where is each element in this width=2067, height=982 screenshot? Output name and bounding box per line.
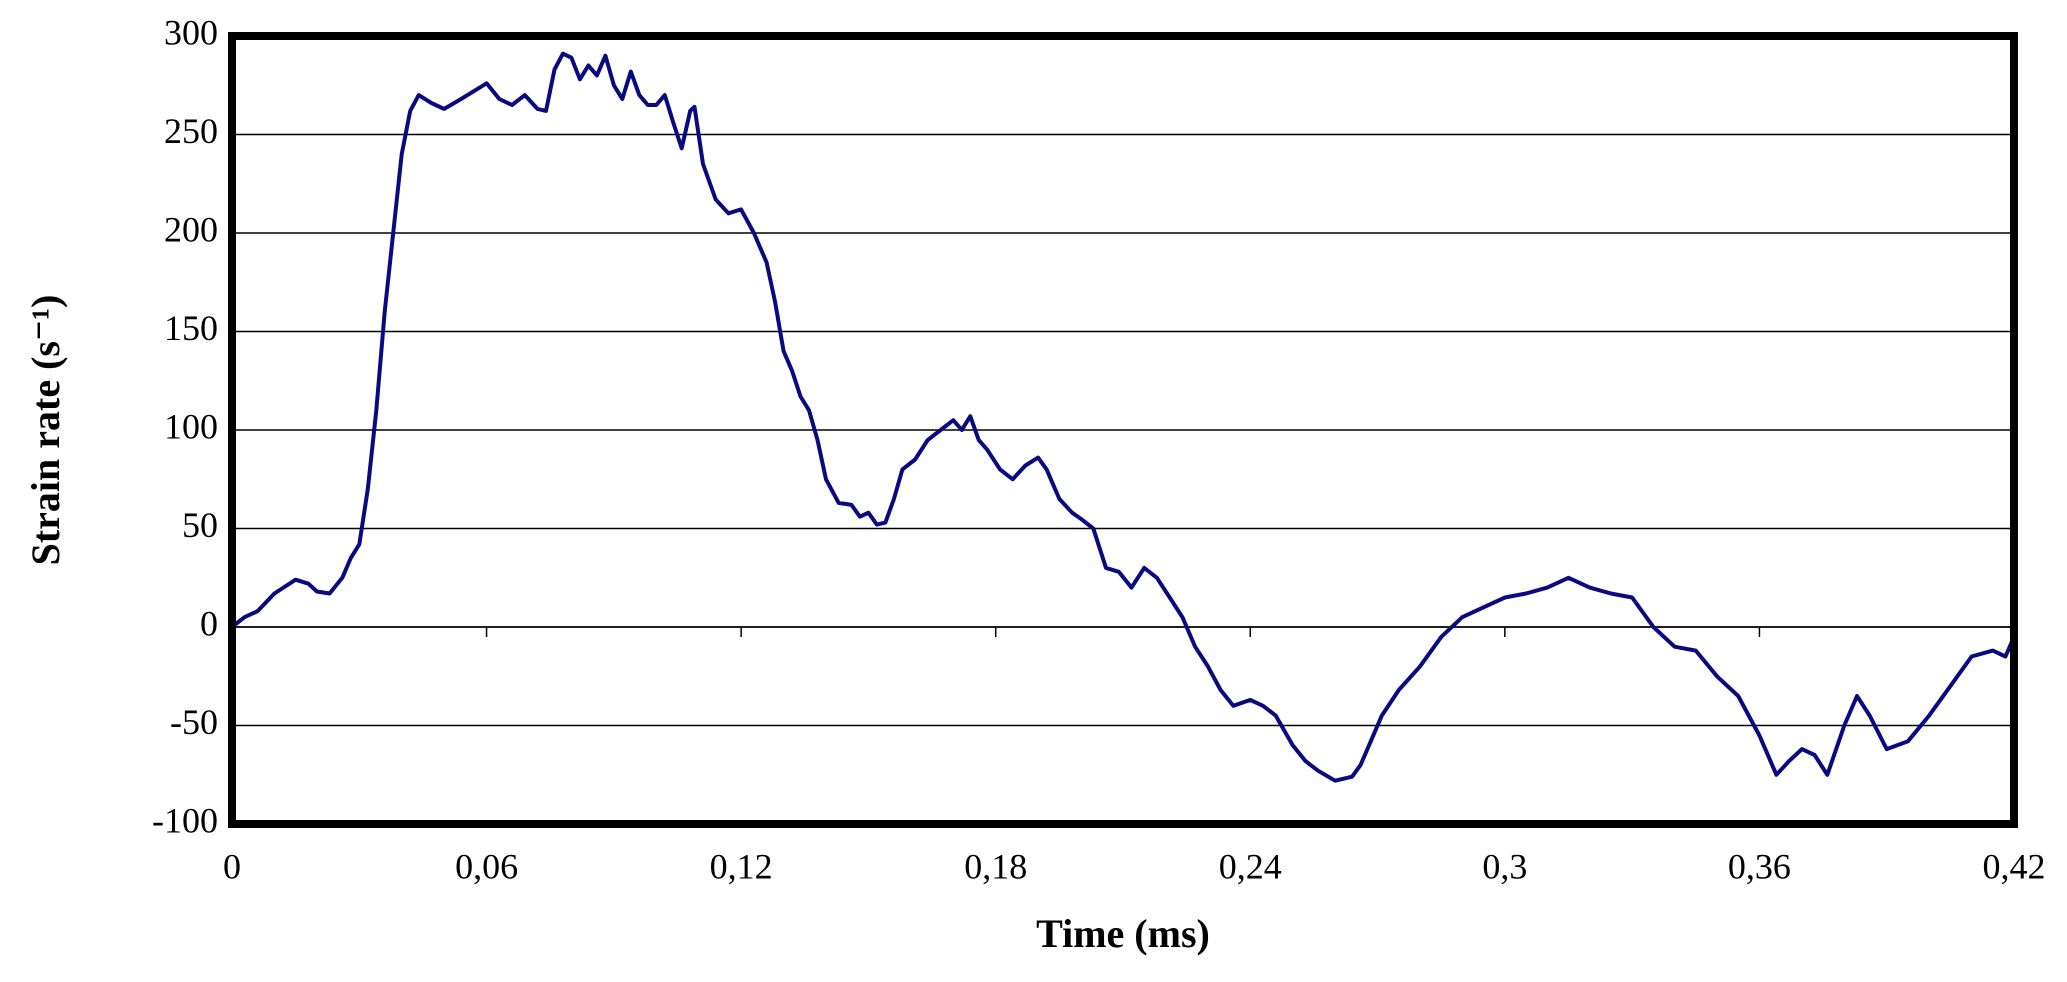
- y-tick-label: 150: [164, 308, 218, 348]
- y-axis-label: Strain rate (s⁻¹): [23, 295, 68, 566]
- y-tick-label: 50: [182, 505, 218, 545]
- y-tick-label: 0: [200, 603, 218, 643]
- y-tick-label: -50: [170, 702, 218, 742]
- x-tick-label: 0,42: [1983, 846, 2046, 886]
- y-tick-label: 300: [164, 12, 218, 52]
- plot-frame: [228, 32, 2018, 828]
- x-tick-label: 0: [223, 846, 241, 886]
- x-axis-label: Time (ms): [1036, 911, 1210, 956]
- y-tick-label: -100: [152, 800, 218, 840]
- x-tick-label: 0,36: [1728, 846, 1791, 886]
- x-tick-label: 0,18: [964, 846, 1027, 886]
- x-tick-label: 0,06: [455, 846, 518, 886]
- x-tick-label: 0,3: [1482, 846, 1527, 886]
- y-tick-label: 100: [164, 406, 218, 446]
- x-tick-label: 0,12: [710, 846, 773, 886]
- y-tick-label: 250: [164, 111, 218, 151]
- x-tick-label: 0,24: [1219, 846, 1282, 886]
- data-line: [230, 51, 2016, 783]
- y-tick-label: 200: [164, 209, 218, 249]
